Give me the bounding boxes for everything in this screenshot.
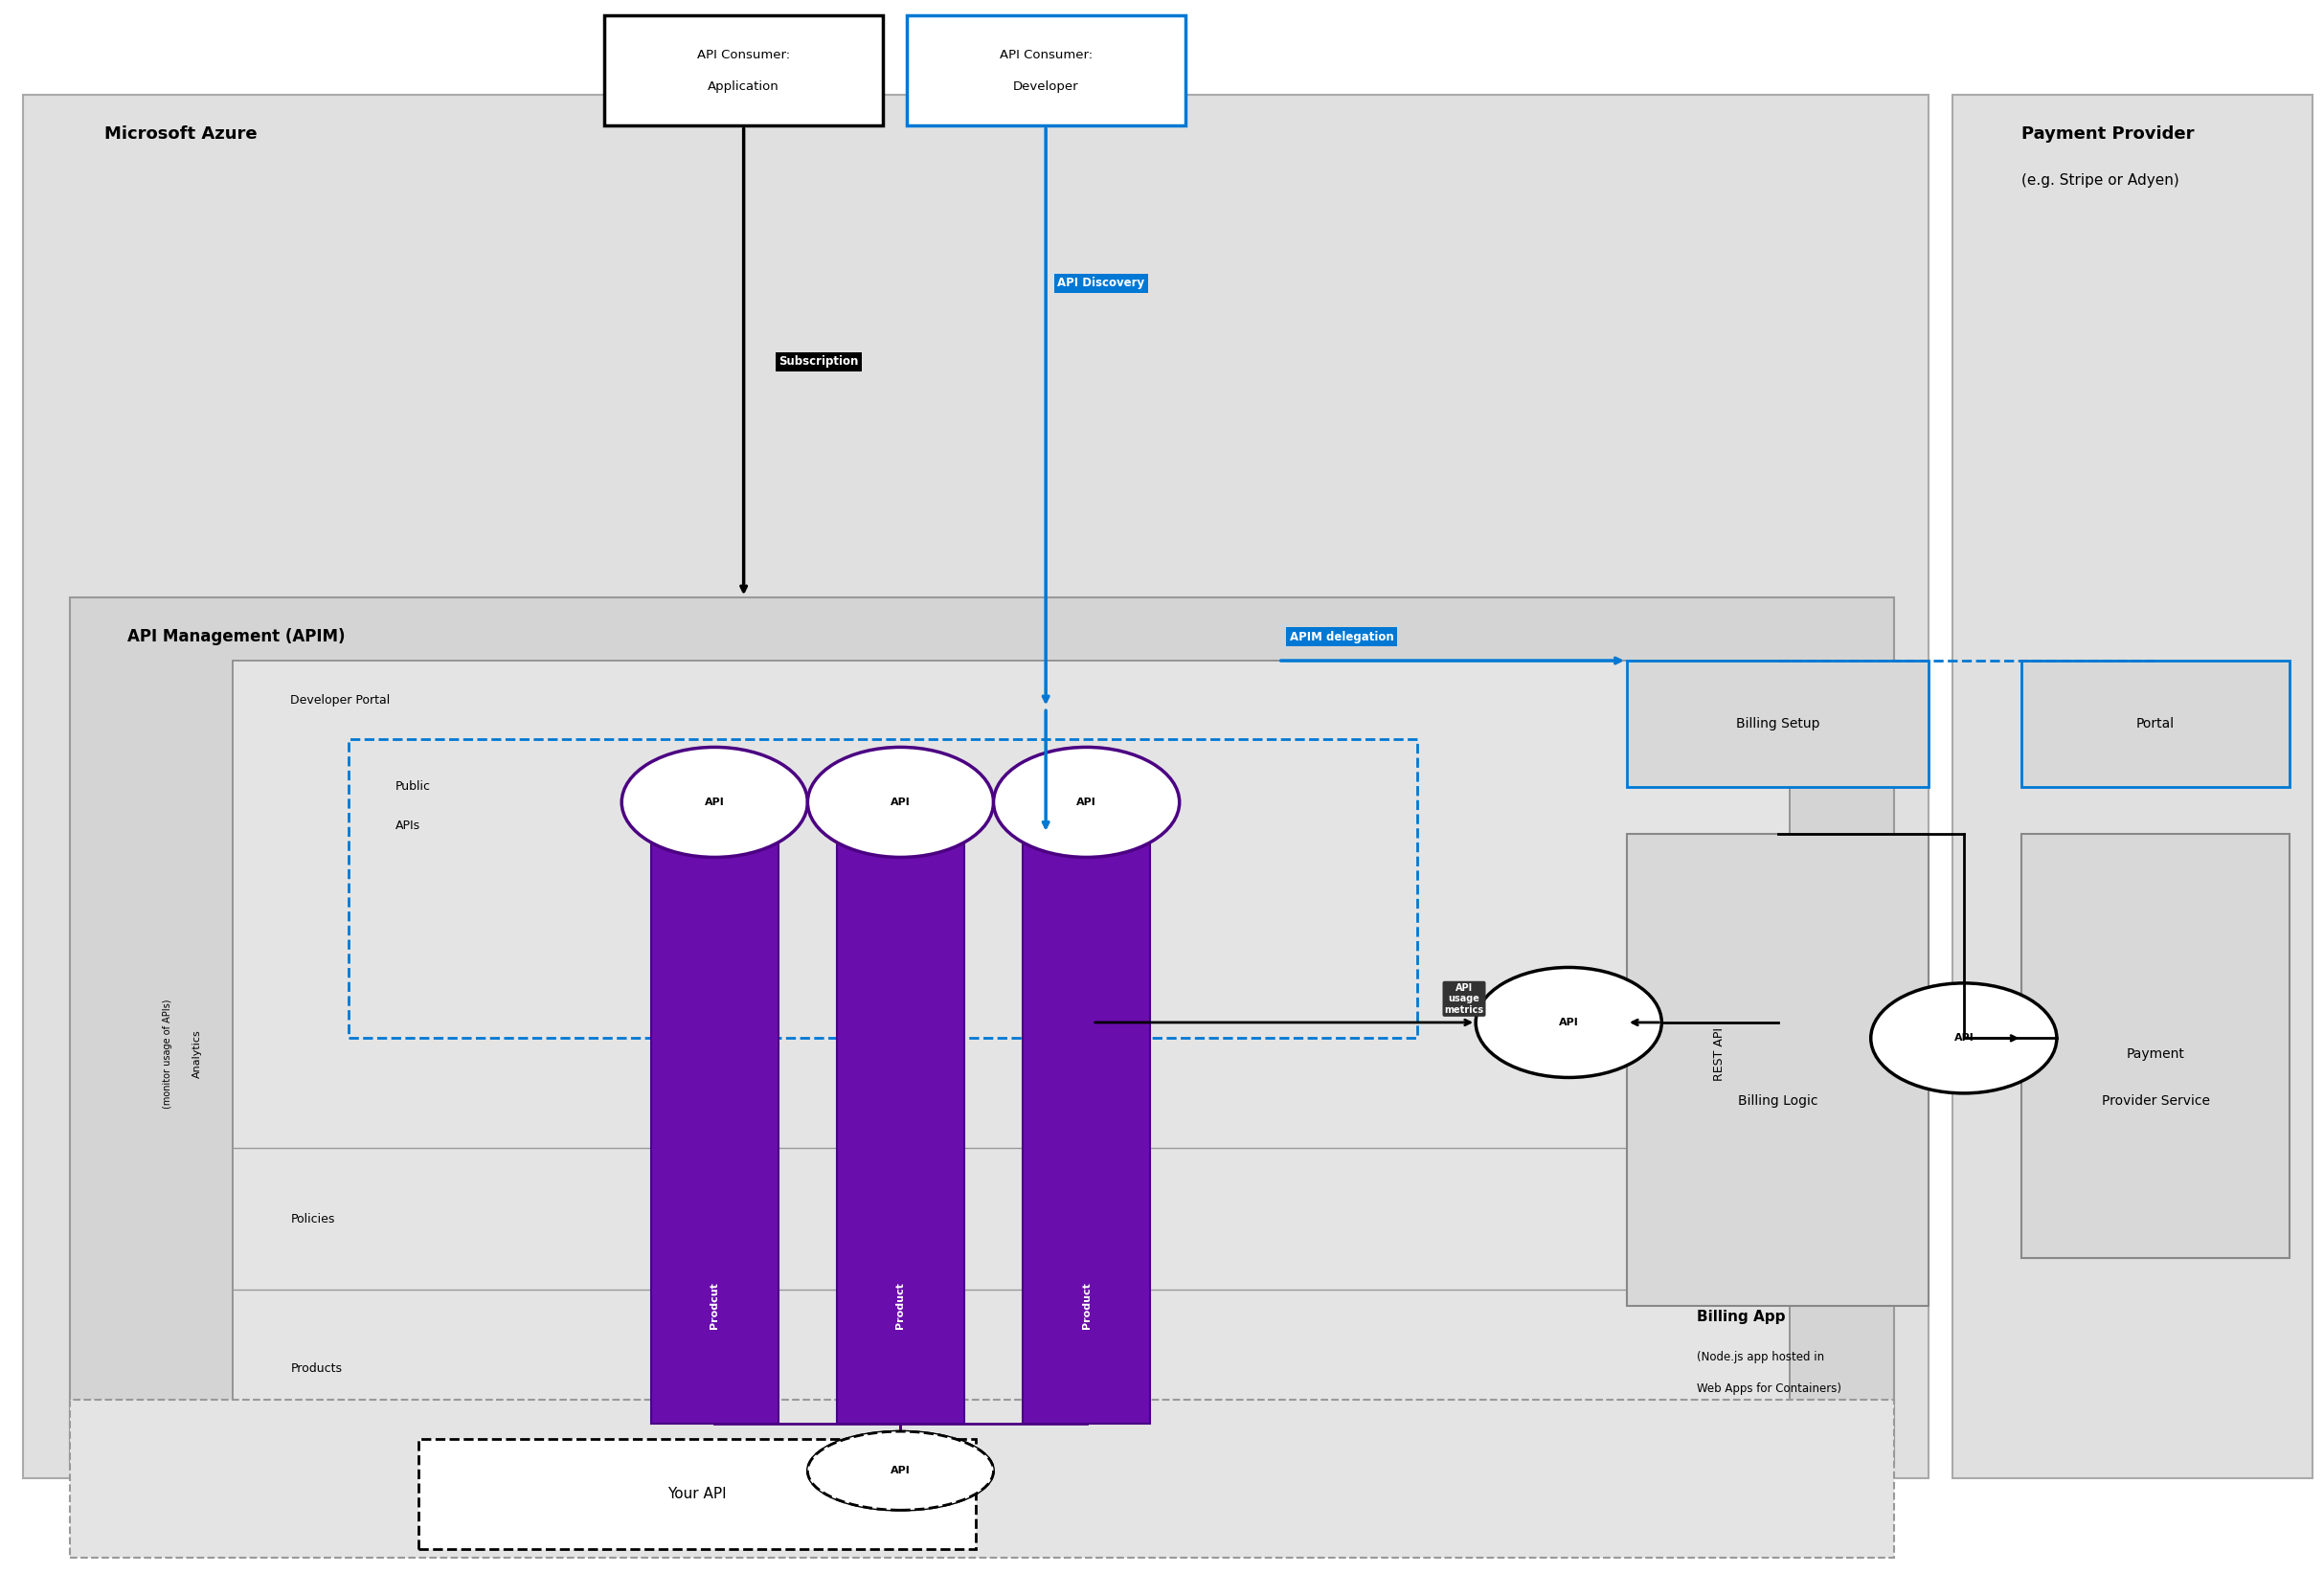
Ellipse shape xyxy=(995,747,1178,857)
Text: Developer Portal: Developer Portal xyxy=(290,694,390,706)
Text: API Consumer:: API Consumer: xyxy=(999,49,1092,61)
Text: Prodcut: Prodcut xyxy=(709,1282,720,1329)
Ellipse shape xyxy=(621,747,809,857)
FancyBboxPatch shape xyxy=(906,16,1185,126)
Ellipse shape xyxy=(809,1431,995,1510)
Text: REST API: REST API xyxy=(1713,1027,1727,1081)
Text: Web Apps for Containers): Web Apps for Containers) xyxy=(1697,1383,1841,1395)
FancyBboxPatch shape xyxy=(232,661,1789,1447)
FancyBboxPatch shape xyxy=(2022,661,2289,786)
Text: Payment Provider: Payment Provider xyxy=(2022,126,2194,142)
FancyBboxPatch shape xyxy=(1952,94,2312,1479)
Ellipse shape xyxy=(1871,983,2057,1093)
Text: (Node.js app hosted in: (Node.js app hosted in xyxy=(1697,1351,1824,1364)
Text: Product: Product xyxy=(1081,1282,1092,1329)
FancyBboxPatch shape xyxy=(1627,661,1929,786)
Text: (monitor usage of APIs): (monitor usage of APIs) xyxy=(163,999,172,1109)
FancyBboxPatch shape xyxy=(70,598,1894,1463)
Text: API Management (APIM): API Management (APIM) xyxy=(128,629,346,645)
Text: Provider Service: Provider Service xyxy=(2101,1095,2210,1107)
Text: Policies: Policies xyxy=(290,1213,335,1225)
Text: Billing App: Billing App xyxy=(1697,1310,1785,1324)
Text: Analytics: Analytics xyxy=(193,1030,202,1078)
Text: Public: Public xyxy=(395,780,430,793)
Ellipse shape xyxy=(809,1431,995,1510)
FancyBboxPatch shape xyxy=(837,842,964,1424)
FancyBboxPatch shape xyxy=(1023,842,1150,1424)
Text: API: API xyxy=(704,798,725,807)
FancyBboxPatch shape xyxy=(651,842,779,1424)
Text: API: API xyxy=(890,798,911,807)
Text: API: API xyxy=(890,1466,911,1475)
Text: Developer: Developer xyxy=(1013,80,1078,93)
Text: APIs: APIs xyxy=(395,820,421,832)
Text: API
usage
metrics: API usage metrics xyxy=(1446,983,1483,1015)
Text: (e.g. Stripe or Adyen): (e.g. Stripe or Adyen) xyxy=(2022,173,2180,189)
FancyBboxPatch shape xyxy=(604,16,883,126)
Text: Application: Application xyxy=(709,80,779,93)
Text: Product: Product xyxy=(895,1282,906,1329)
Ellipse shape xyxy=(809,747,995,857)
Text: Billing Setup: Billing Setup xyxy=(1736,717,1820,730)
Text: Subscription: Subscription xyxy=(779,355,858,368)
Text: API: API xyxy=(1559,1018,1578,1027)
Text: Payment: Payment xyxy=(2126,1048,2185,1060)
Text: APIM delegation: APIM delegation xyxy=(1290,631,1394,643)
FancyBboxPatch shape xyxy=(1627,834,1929,1306)
Text: API Consumer:: API Consumer: xyxy=(697,49,790,61)
FancyBboxPatch shape xyxy=(23,94,1929,1479)
FancyBboxPatch shape xyxy=(418,1439,976,1549)
Text: API Discovery: API Discovery xyxy=(1057,277,1146,289)
Ellipse shape xyxy=(1476,967,1662,1078)
Text: Portal: Portal xyxy=(2136,717,2175,730)
Text: API: API xyxy=(1954,1033,1973,1043)
Text: API: API xyxy=(1076,798,1097,807)
FancyBboxPatch shape xyxy=(70,1400,1894,1557)
FancyBboxPatch shape xyxy=(2022,834,2289,1258)
Text: Microsoft Azure: Microsoft Azure xyxy=(105,126,258,142)
Text: Products: Products xyxy=(290,1362,342,1375)
Text: Your API: Your API xyxy=(667,1486,727,1502)
Text: Billing Logic: Billing Logic xyxy=(1738,1095,1817,1107)
